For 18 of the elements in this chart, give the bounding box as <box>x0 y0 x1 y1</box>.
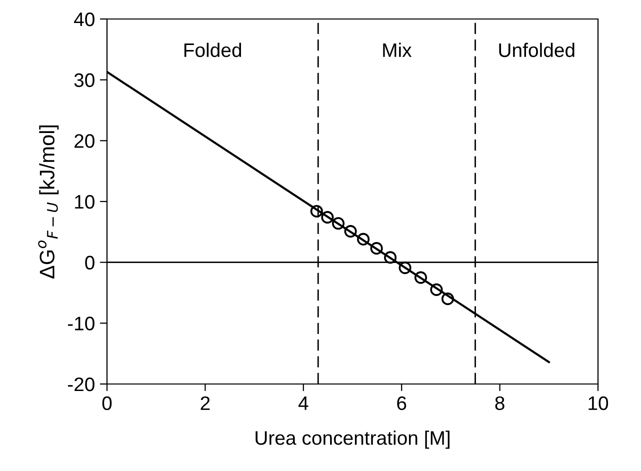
y-tick-label: 40 <box>74 12 94 26</box>
x-tick-label: 6 <box>397 396 406 410</box>
y-tick-label: -20 <box>68 377 94 392</box>
x-axis-title: Urea concentration [M] <box>256 430 450 449</box>
y-tick-label: 20 <box>74 134 94 148</box>
x-tick-label: 10 <box>588 396 608 410</box>
annotation: Folded <box>184 42 242 58</box>
x-tick-label: 8 <box>495 396 504 410</box>
x-tick-label: 4 <box>298 396 308 410</box>
x-tick-label: 0 <box>102 396 112 410</box>
y-tick-label: 10 <box>75 194 94 209</box>
y-tick-label: -10 <box>68 316 94 330</box>
y-tick-label: 30 <box>74 73 94 88</box>
x-tick-label: 2 <box>200 396 210 410</box>
y-tick-label: 0 <box>85 256 94 270</box>
y-axis-title: ΔG$^{o}$$_{F−U}$ [kJ/mol] <box>38 125 59 278</box>
annotation: Mix <box>383 42 412 57</box>
annotation: Unfolded <box>499 42 574 58</box>
